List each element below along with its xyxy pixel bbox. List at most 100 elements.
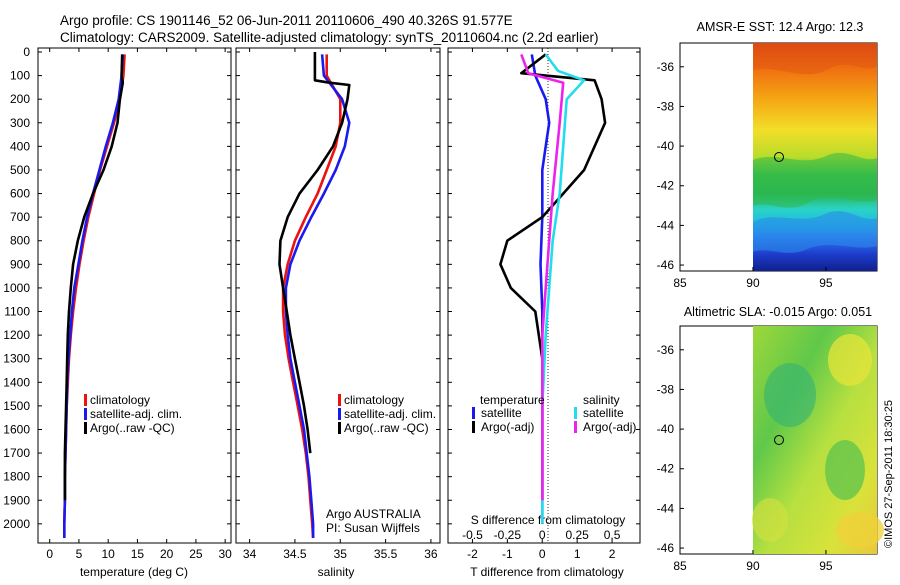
depth-tick-label: 1800 xyxy=(3,470,30,484)
legend-swatch-sal-argo xyxy=(574,421,577,433)
salinity-x-tick-label: 36 xyxy=(424,547,438,561)
difference-x-tick-label: 0 xyxy=(539,547,546,561)
legend-label-argo: Argo(..raw -QC) xyxy=(344,421,429,435)
temperature-series xyxy=(63,54,126,538)
temperature-x-tick-label: 10 xyxy=(102,547,116,561)
salinity-note-institution: Argo AUSTRALIA xyxy=(326,507,421,521)
difference-series xyxy=(499,48,607,543)
temperature-x-tick-label: 15 xyxy=(131,547,145,561)
sst-front-warm xyxy=(753,43,877,75)
legend-head-salinity: salinity xyxy=(583,393,620,407)
map-lon-tick-label: 95 xyxy=(819,276,833,290)
map-lat-tick-label: -42 xyxy=(657,179,675,193)
series-line-argo-raw-qc- xyxy=(278,52,351,454)
difference-x-tick-label: 2 xyxy=(609,547,616,561)
map-lon-tick-label: 90 xyxy=(746,276,760,290)
depth-tick-label: 600 xyxy=(10,187,30,201)
difference-top-tick-label: -0.5 xyxy=(462,528,483,542)
map-lat-tick-label: -46 xyxy=(657,258,675,272)
difference-x-axis: -2 -1 0 1 2 xyxy=(467,48,616,561)
legend-label-temp-satellite: satellite xyxy=(481,406,522,420)
map-lon-tick-label: 85 xyxy=(673,559,687,573)
series-line-argo-raw-qc- xyxy=(63,54,125,501)
map-lat-tick-label: -44 xyxy=(657,218,675,232)
series-line-salinity-argo-adj- xyxy=(520,53,565,501)
salinity-x-tick-label: 34 xyxy=(243,547,257,561)
legend-swatch-temp-argo xyxy=(472,421,475,433)
difference-top-tick-label: -0.25 xyxy=(494,528,522,542)
temperature-x-tick-label: 0 xyxy=(46,547,53,561)
legend-label-satellite: satellite-adj. clim. xyxy=(90,407,182,421)
temperature-axes xyxy=(37,47,232,544)
salinity-x-axis: 34 34.5 35 35.5 36 xyxy=(243,48,438,561)
sla-map-axes: -36 -38 -40 -42 -44 -46 85 90 95 xyxy=(657,343,833,573)
depth-tick-label: 1000 xyxy=(3,281,30,295)
depth-tick-label: 900 xyxy=(10,257,30,271)
salinity-axes xyxy=(235,47,441,544)
depth-tick-label: 200 xyxy=(10,92,30,106)
imos-timestamp: ©IMOS 27-Sep-2011 18:30:25 xyxy=(883,400,895,548)
legend-swatch-temp-satellite xyxy=(472,407,475,419)
legend-label-satellite: satellite-adj. clim. xyxy=(344,407,436,421)
depth-tick-label: 1400 xyxy=(3,375,30,389)
legend-swatch-satellite xyxy=(84,408,87,420)
map-lat-tick-label: -38 xyxy=(657,382,675,396)
difference-x-tick-label: -2 xyxy=(467,547,478,561)
legend-swatch-satellite xyxy=(338,408,341,420)
salinity-xlabel: salinity xyxy=(318,565,355,579)
legend-swatch-argo xyxy=(338,422,341,434)
temperature-xlabel: temperature (deg C) xyxy=(80,565,188,579)
map-lat-tick-label: -42 xyxy=(657,462,675,476)
depth-tick-label: 0 xyxy=(23,45,30,59)
depth-tick-label: 1600 xyxy=(3,422,30,436)
legend-swatch-climatology xyxy=(338,394,341,406)
difference-legend: temperature salinity satellite Argo(-adj… xyxy=(472,393,636,434)
map-lat-tick-label: -38 xyxy=(657,99,675,113)
figure-title-line-2: Climatology: CARS2009. Satellite-adjuste… xyxy=(60,30,599,45)
temperature-legend: climatology satellite-adj. clim. Argo(..… xyxy=(84,393,182,435)
depth-tick-label: 1200 xyxy=(3,328,30,342)
temperature-x-axis: 0 5 10 15 20 25 30 xyxy=(46,48,232,561)
legend-label-temp-argo: Argo(-adj) xyxy=(481,420,534,434)
depth-tick-label: 1100 xyxy=(4,305,30,319)
sla-blob xyxy=(752,498,788,542)
salinity-x-tick-label: 35.5 xyxy=(374,547,398,561)
depth-axis: 0 100 200 300 400 500 600 700 800 900 1000 1100 1200… xyxy=(3,45,640,531)
legend-label-sal-argo: Argo(-adj) xyxy=(583,420,636,434)
float-position-marker xyxy=(774,435,784,445)
depth-tick-label: 500 xyxy=(10,163,30,177)
sst-map-title: AMSR-E SST: 12.4 Argo: 12.3 xyxy=(697,20,864,34)
figure-title-line-1: Argo profile: CS 1901146_52 06-Jun-2011 … xyxy=(60,13,513,28)
legend-label-sal-satellite: satellite xyxy=(583,406,624,420)
legend-label-climatology: climatology xyxy=(344,393,404,407)
sst-map xyxy=(679,42,878,272)
difference-top-tick-label: 0.5 xyxy=(604,528,621,542)
depth-tick-label: 300 xyxy=(10,116,30,130)
depth-tick-label: 1500 xyxy=(3,399,30,413)
difference-x-tick-label: -1 xyxy=(502,547,513,561)
map-lon-tick-label: 90 xyxy=(746,559,760,573)
legend-swatch-argo xyxy=(84,422,87,434)
salinity-series xyxy=(278,52,351,539)
temperature-x-tick-label: 5 xyxy=(76,547,83,561)
map-lon-tick-label: 85 xyxy=(673,276,687,290)
map-lat-tick-label: -36 xyxy=(657,343,675,357)
difference-xlabel: T difference from climatology xyxy=(470,565,624,579)
legend-label-climatology: climatology xyxy=(90,393,150,407)
temperature-x-tick-label: 20 xyxy=(160,547,174,561)
sla-blob xyxy=(825,440,865,500)
sst-green-band xyxy=(753,152,877,208)
difference-top-tick-label: 0 xyxy=(539,528,546,542)
legend-head-temperature: temperature xyxy=(480,393,545,407)
map-lon-tick-label: 95 xyxy=(819,559,833,573)
sla-blob xyxy=(764,363,816,427)
temperature-x-tick-label: 25 xyxy=(189,547,203,561)
map-lat-tick-label: -44 xyxy=(657,501,675,515)
map-lat-tick-label: -40 xyxy=(657,422,675,436)
map-lat-tick-label: -40 xyxy=(657,139,675,153)
sst-map-axes: -36 -38 -40 -42 -44 -46 85 90 95 xyxy=(657,60,833,290)
depth-tick-label: 1700 xyxy=(3,446,30,460)
depth-tick-label: 1900 xyxy=(3,493,30,507)
